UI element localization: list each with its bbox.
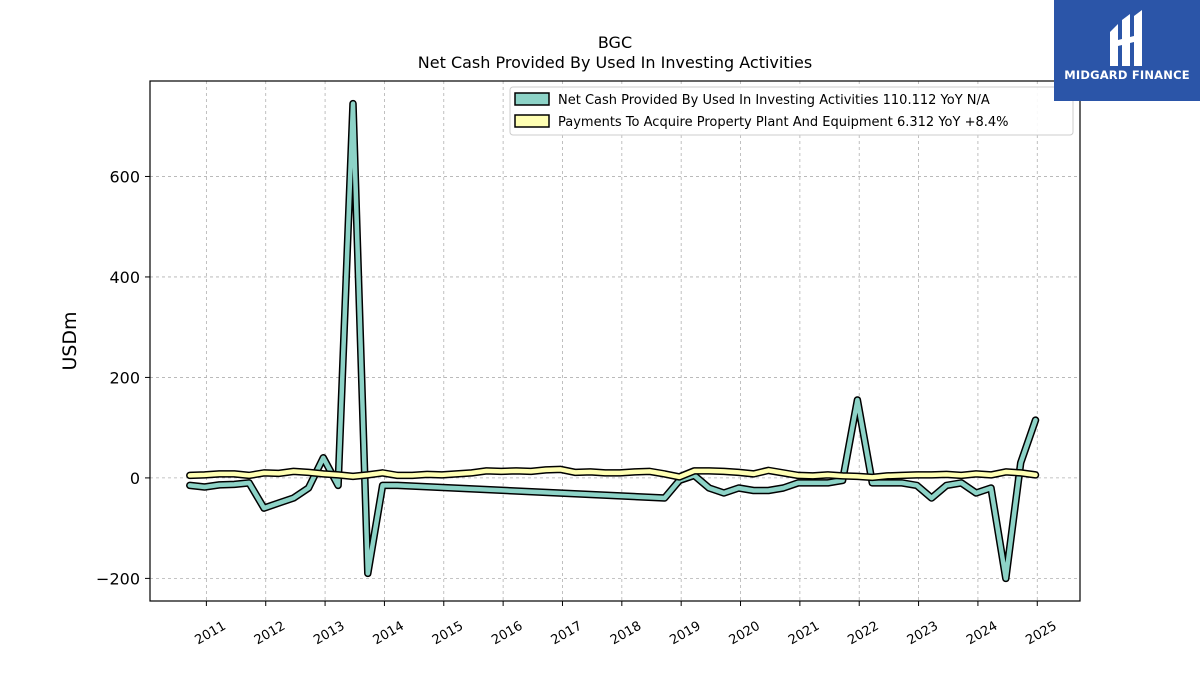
legend-swatch-capex (514, 114, 550, 128)
y-tick-label: 600 (109, 167, 140, 186)
x-tick-label: 2020 (727, 619, 763, 649)
y-tick-label: 400 (109, 268, 140, 287)
x-tick-label: 2011 (193, 619, 229, 649)
legend-swatch-net-cash (514, 92, 550, 106)
legend: Net Cash Provided By Used In Investing A… (509, 86, 1074, 136)
logo-text: MIDGARD FINANCE (1064, 68, 1190, 82)
chart-title: BGC (598, 33, 632, 52)
x-tick-label: 2019 (667, 619, 703, 649)
x-tick-label: 2025 (1023, 619, 1059, 649)
grid (150, 81, 1080, 601)
series-line-1 (187, 467, 1038, 480)
midgard-finance-logo: MIDGARD FINANCE (1054, 0, 1200, 101)
x-tick-label: 2023 (905, 619, 941, 649)
chart-subtitle: Net Cash Provided By Used In Investing A… (418, 53, 812, 72)
series-outline-0 (186, 99, 1040, 583)
x-tick-label: 2016 (489, 619, 525, 649)
y-axis-label: USDm (59, 311, 81, 370)
x-tick-label: 2024 (964, 619, 1000, 649)
midgard-logo-icon (1110, 10, 1142, 66)
x-tick-label: 2017 (549, 619, 585, 649)
y-axis: −200 0 200 400 600 (96, 167, 150, 588)
plot-frame (149, 80, 1081, 602)
y-tick-label: 200 (109, 368, 140, 387)
legend-label-net-cash: Net Cash Provided By Used In Investing A… (558, 93, 990, 108)
legend-frame (509, 86, 1074, 136)
x-tick-label: 2013 (311, 619, 347, 649)
y-tick-label: −200 (96, 569, 140, 588)
series-lines (186, 99, 1040, 583)
x-tick-label: 2012 (252, 619, 288, 649)
series-line-0 (187, 101, 1038, 581)
x-tick-label: 2014 (371, 619, 407, 649)
x-tick-label: 2018 (608, 619, 644, 649)
x-tick-label: 2021 (786, 619, 822, 649)
y-tick-label: 0 (130, 469, 140, 488)
x-tick-label: 2015 (430, 619, 466, 649)
x-axis: 2011 2012 2013 2014 2015 2016 2017 2018 2019 2020… (193, 601, 1060, 648)
x-tick-label: 2022 (845, 619, 881, 649)
legend-label-capex: Payments To Acquire Property Plant And E… (558, 115, 1009, 130)
